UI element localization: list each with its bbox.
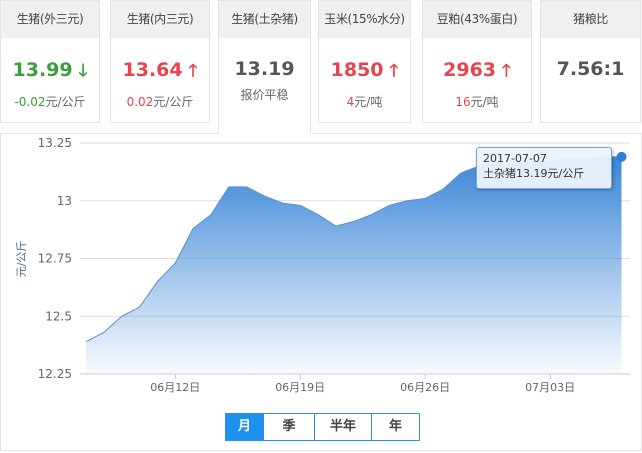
y-tick-label: 12.75 — [38, 252, 72, 266]
card-change: -0.02 — [14, 95, 46, 109]
price-card[interactable]: 豆粕(43%蛋白) 2963 🡑 16元/吨 — [422, 0, 532, 123]
arrow-up-icon: 🡑 — [389, 61, 399, 81]
hover-point[interactable] — [616, 151, 627, 162]
card-value: 13.19 — [234, 58, 295, 80]
x-tick-label: 06月12日 — [150, 381, 200, 394]
card-title: 生猪(外三元) — [1, 1, 99, 38]
card-title: 玉米(15%水分) — [319, 1, 410, 38]
x-tick-label: 07月03日 — [525, 381, 575, 394]
range-button[interactable]: 年 — [371, 414, 419, 440]
x-tick-label: 06月19日 — [275, 381, 325, 394]
price-card[interactable]: 生猪(内三元) 13.64 🡑 0.02元/公斤 — [110, 0, 210, 123]
tooltip-date: 2017-07-07 — [483, 152, 547, 165]
card-value: 7.56:1 — [556, 58, 625, 80]
card-value: 13.99 — [12, 59, 73, 81]
card-value: 2963 — [443, 59, 497, 81]
price-card[interactable]: 猪粮比 7.56:1 — [540, 0, 641, 123]
card-title: 豆粕(43%蛋白) — [423, 1, 531, 38]
x-tick-label: 06月26日 — [400, 381, 450, 394]
card-note: 报价平稳 — [240, 88, 289, 102]
card-title: 生猪(土杂猪) — [219, 1, 310, 38]
chart-tooltip: 2017-07-07 土杂猪13.19元/公斤 — [476, 147, 612, 189]
price-card[interactable]: 生猪(土杂猪) 13.19 报价平稳 — [218, 0, 311, 134]
y-tick-label: 12.25 — [38, 367, 72, 381]
range-selector: 月季半年年 — [225, 413, 420, 441]
price-card[interactable]: 生猪(外三元) 13.99 🡓 -0.02元/公斤 — [0, 0, 100, 123]
y-axis-label: 元/公斤 — [15, 241, 28, 278]
card-change: 4 — [346, 95, 355, 109]
y-tick-label: 12.5 — [45, 309, 72, 323]
arrow-up-icon: 🡑 — [502, 61, 511, 81]
card-change: 16 — [455, 95, 471, 109]
tooltip-text: 土杂猪13.19元/公斤 — [483, 167, 585, 180]
card-value: 1850 — [330, 59, 384, 81]
card-unit: 元/吨 — [470, 95, 499, 109]
card-unit: 元/公斤 — [153, 95, 194, 109]
y-tick-label: 13.25 — [38, 136, 72, 150]
card-value: 13.64 — [122, 59, 183, 81]
card-unit: 元/公斤 — [45, 95, 86, 109]
price-card[interactable]: 玉米(15%水分) 1850 🡑 4元/吨 — [318, 0, 411, 123]
range-button[interactable]: 半年 — [314, 414, 371, 440]
card-title: 猪粮比 — [541, 1, 640, 38]
arrow-down-icon: 🡓 — [78, 61, 88, 81]
y-tick-label: 13 — [57, 194, 72, 208]
arrow-up-icon: 🡑 — [188, 61, 198, 81]
card-change: 0.02 — [126, 95, 154, 109]
card-title: 生猪(内三元) — [111, 1, 209, 38]
area-fill — [86, 156, 622, 374]
card-unit: 元/吨 — [354, 95, 383, 109]
range-button[interactable]: 月 — [226, 414, 263, 440]
range-button[interactable]: 季 — [263, 414, 314, 440]
